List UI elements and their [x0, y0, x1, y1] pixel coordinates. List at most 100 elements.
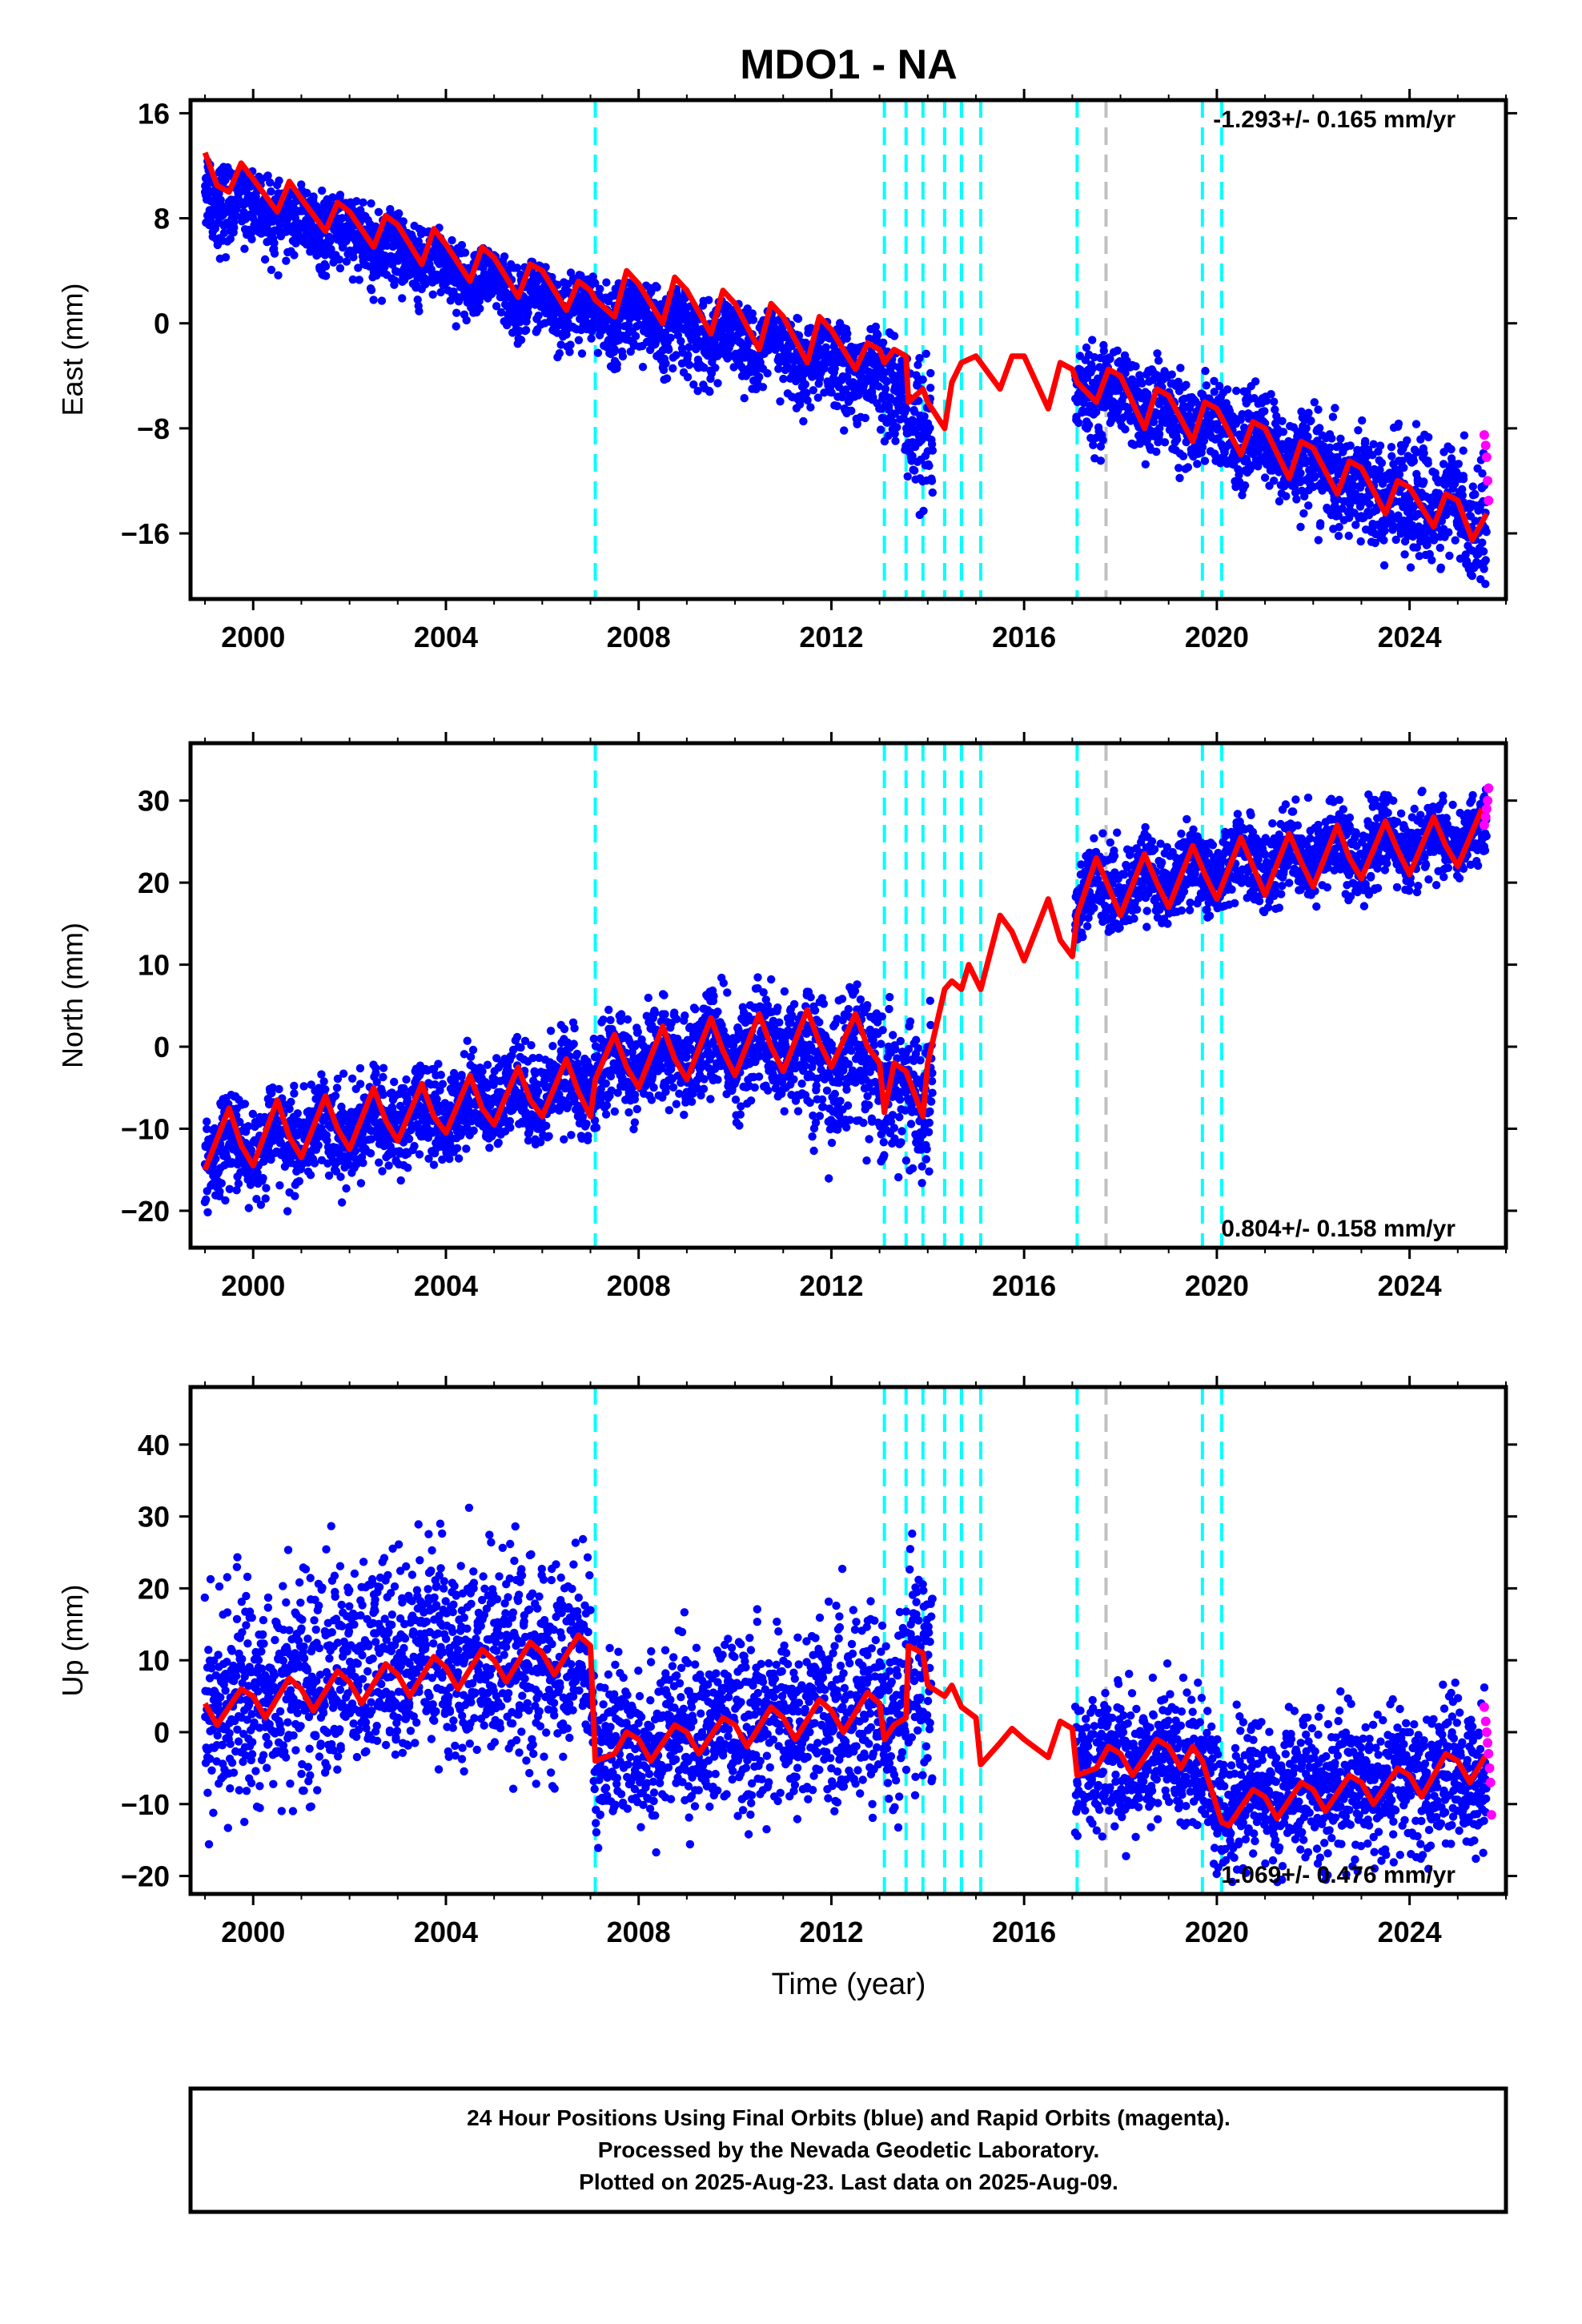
final-orbit-point: [378, 1167, 387, 1176]
final-orbit-point: [1389, 521, 1398, 530]
final-orbit-point: [390, 1077, 399, 1087]
final-orbit-point: [1427, 556, 1436, 565]
final-orbit-point: [1275, 497, 1284, 506]
final-orbit-point: [413, 296, 422, 304]
final-orbit-point: [1238, 410, 1247, 419]
final-orbit-point: [1314, 536, 1323, 545]
final-orbit-point: [1095, 363, 1104, 372]
x-tick-label: 2016: [992, 621, 1056, 653]
final-orbit-point: [267, 187, 275, 196]
final-orbit-point: [1262, 396, 1271, 405]
final-orbit-point: [1096, 456, 1106, 465]
final-orbit-point: [827, 388, 836, 397]
final-orbit-point: [367, 286, 376, 295]
final-orbit-point: [693, 387, 702, 396]
final-orbit-point: [564, 279, 572, 288]
final-orbit-point: [310, 1159, 319, 1168]
final-orbit-point: [436, 1071, 445, 1080]
final-orbit-point: [454, 1154, 464, 1163]
final-orbit-point: [1223, 385, 1232, 394]
final-orbit-point: [729, 363, 738, 372]
final-orbit-point: [683, 372, 693, 382]
final-orbit-point: [217, 1179, 226, 1188]
final-orbit-point: [225, 1184, 234, 1194]
final-orbit-point: [1375, 441, 1385, 450]
final-orbit-point: [1210, 376, 1219, 385]
final-orbit-point: [1447, 457, 1457, 467]
final-orbit-point: [366, 1149, 375, 1158]
final-orbit-point: [890, 429, 899, 438]
final-orbit-point: [684, 351, 693, 360]
final-orbit-point: [1304, 408, 1313, 417]
final-orbit-point: [234, 1179, 243, 1188]
final-orbit-point: [1403, 436, 1411, 445]
final-orbit-point: [1444, 528, 1453, 537]
x-tick-label: 2000: [221, 621, 285, 653]
final-orbit-point: [532, 277, 541, 286]
final-orbit-point: [576, 271, 585, 280]
final-orbit-point: [878, 338, 888, 347]
final-orbit-point: [1344, 531, 1353, 541]
final-orbit-point: [665, 345, 673, 354]
final-orbit-point: [813, 393, 822, 402]
final-orbit-point: [367, 199, 375, 208]
final-orbit-point: [1351, 521, 1360, 529]
final-orbit-point: [1409, 456, 1419, 465]
final-orbit-point: [1371, 538, 1379, 548]
final-orbit-point: [1327, 434, 1336, 443]
final-orbit-point: [219, 228, 229, 238]
final-orbit-point: [1175, 473, 1184, 483]
final-orbit-point: [871, 322, 881, 332]
final-orbit-point: [1138, 379, 1146, 388]
final-orbit-point: [1143, 389, 1152, 399]
final-orbit-point: [275, 1181, 284, 1190]
final-orbit-point: [891, 436, 900, 445]
final-orbit-point: [1141, 460, 1150, 468]
final-orbit-point: [1260, 473, 1270, 482]
final-orbit-point: [1468, 482, 1478, 491]
final-orbit-point: [232, 1186, 241, 1195]
final-orbit-point: [1314, 405, 1323, 414]
final-orbit-point: [562, 330, 571, 339]
final-orbit-point: [1451, 536, 1460, 545]
final-orbit-point: [918, 375, 927, 384]
final-orbit-point: [610, 345, 619, 354]
final-orbit-point: [355, 1080, 365, 1088]
final-orbit-point: [1315, 521, 1325, 530]
final-orbit-point: [335, 263, 345, 273]
final-orbit-point: [314, 1141, 323, 1150]
final-orbit-point: [1326, 443, 1335, 452]
final-orbit-point: [638, 363, 648, 372]
final-orbit-point: [410, 1141, 419, 1151]
final-orbit-point: [685, 360, 694, 369]
final-orbit-point: [387, 1103, 396, 1112]
final-orbit-point: [275, 176, 283, 185]
final-orbit-point: [1167, 370, 1177, 379]
final-orbit-point: [1458, 485, 1467, 494]
final-orbit-point: [928, 488, 938, 497]
final-orbit-point: [355, 275, 363, 284]
final-orbit-point: [1251, 377, 1260, 386]
final-orbit-point: [452, 308, 461, 317]
final-orbit-point: [1160, 438, 1170, 447]
final-orbit-point: [1152, 447, 1161, 456]
final-orbit-point: [799, 416, 808, 426]
final-orbit-point: [565, 348, 574, 356]
final-orbit-point: [331, 1092, 340, 1100]
final-orbit-point: [516, 336, 526, 344]
final-orbit-point: [1419, 477, 1428, 486]
final-orbit-point: [1354, 426, 1363, 435]
final-orbit-point: [881, 368, 889, 376]
final-orbit-point: [1279, 428, 1288, 436]
final-orbit-point: [885, 393, 895, 402]
final-orbit-point: [262, 1184, 271, 1192]
final-orbit-point: [379, 1063, 388, 1072]
final-orbit-point: [1459, 446, 1468, 455]
final-orbit-point: [1369, 440, 1378, 448]
final-orbit-point: [795, 400, 805, 409]
final-orbit-point: [356, 1179, 366, 1188]
final-orbit-point: [1377, 458, 1387, 468]
rapid-orbit-point: [1481, 452, 1492, 462]
final-orbit-point: [1458, 491, 1468, 500]
final-orbit-point: [1424, 432, 1433, 442]
